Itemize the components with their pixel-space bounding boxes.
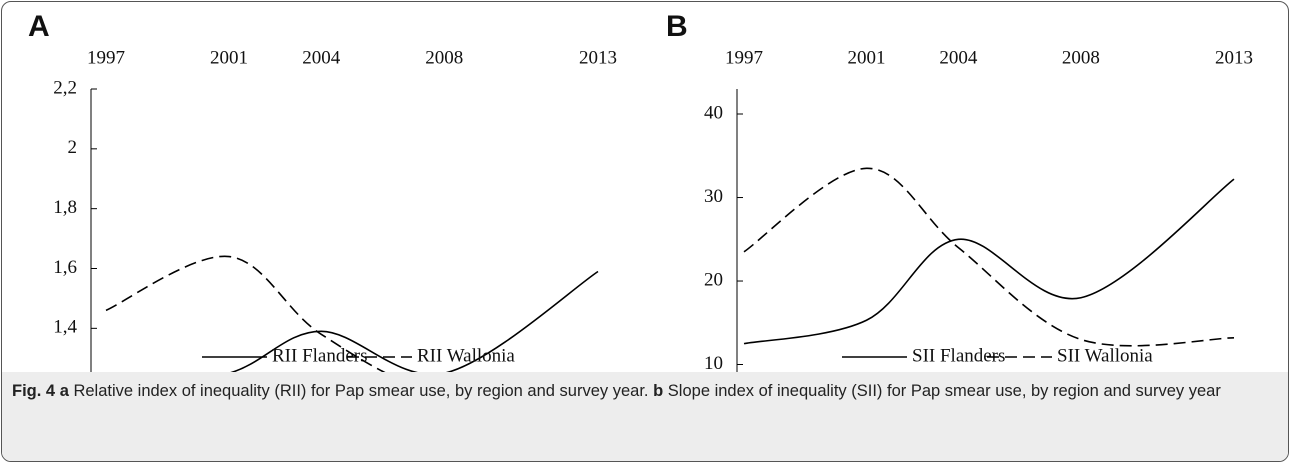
series-line <box>743 178 1235 345</box>
x-tick-label: 2013 <box>1215 47 1253 68</box>
y-tick-label: 2 <box>68 137 78 158</box>
y-tick-label: 20 <box>704 269 723 290</box>
legend-label: SII Flanders <box>912 345 1005 366</box>
x-tick-label: 2004 <box>939 47 978 68</box>
x-tick-label: 2001 <box>848 47 886 68</box>
x-tick-label: 1997 <box>87 47 125 68</box>
part-text: Relative index of inequality (RII) for P… <box>73 382 649 400</box>
y-tick-label: 30 <box>704 186 723 207</box>
x-tick-label: 2001 <box>210 47 248 68</box>
x-tick-label: 2008 <box>425 47 463 68</box>
part-letter: b <box>653 382 664 400</box>
legend-label: RII Wallonia <box>417 345 515 366</box>
x-tick-label: 2008 <box>1062 47 1100 68</box>
part-text: Slope index of inequality (SII) for Pap … <box>667 382 1221 400</box>
y-tick-label: 1,6 <box>53 257 77 278</box>
y-tick-label: 1,8 <box>53 197 77 218</box>
panel-label: B <box>666 10 688 43</box>
part-letter: a <box>59 382 69 400</box>
x-tick-label: 2004 <box>302 47 341 68</box>
legend-label: SII Wallonia <box>1057 345 1153 366</box>
figure-label: Fig. 4 <box>12 382 56 400</box>
series-line <box>743 167 1235 347</box>
y-tick-label: 10 <box>704 353 723 372</box>
panel-label: A <box>28 10 50 43</box>
y-tick-label: 2,2 <box>53 77 77 98</box>
y-tick-label: 1,4 <box>53 317 77 338</box>
y-tick-label: 40 <box>704 102 723 123</box>
series-line <box>105 255 386 372</box>
legend-label: RII Flanders <box>272 345 368 366</box>
x-tick-label: 1997 <box>725 47 763 68</box>
charts: A11,21,41,61,822,219972001200420082013RI… <box>28 10 1253 372</box>
x-tick-label: 2013 <box>579 47 617 68</box>
series-line <box>230 270 599 372</box>
caption: Fig. 4 a Relative index of inequality (R… <box>2 372 1288 461</box>
